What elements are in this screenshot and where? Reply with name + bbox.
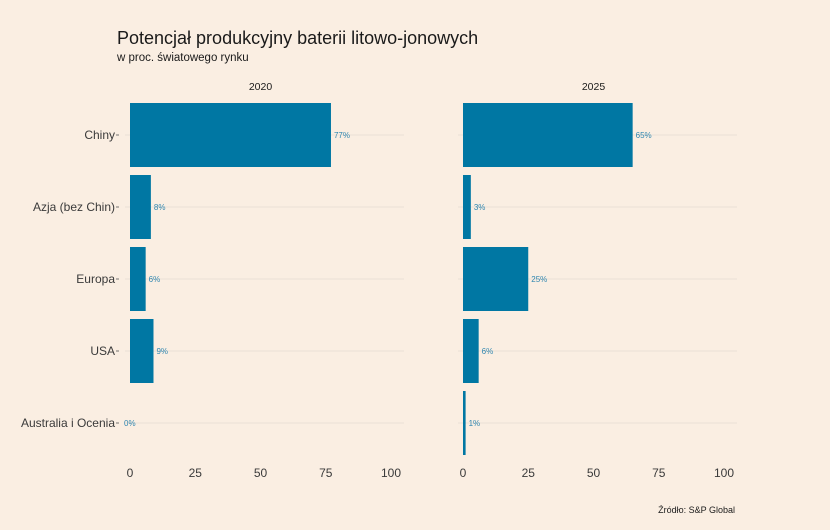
data-label: 25% [531,275,547,284]
bar [130,175,151,239]
facet-label: 2025 [582,81,606,93]
bar [463,319,479,383]
x-tick-label: 0 [127,466,134,480]
category-label: Europa [76,272,115,286]
bar [463,103,633,167]
chart-title: Potencjał produkcyjny baterii litowo-jon… [117,28,478,48]
data-label: 0% [124,419,136,428]
x-tick-label: 50 [254,466,268,480]
bar [463,175,471,239]
data-label: 6% [482,347,494,356]
data-label: 6% [149,275,161,284]
category-label: USA [90,344,115,358]
bar [130,247,146,311]
data-label: 3% [474,203,486,212]
data-label: 77% [334,131,350,140]
bar [130,319,154,383]
bar [130,103,331,167]
data-label: 1% [469,419,481,428]
facet-label: 2020 [249,81,273,93]
x-tick-label: 25 [522,466,536,480]
x-tick-label: 75 [319,466,333,480]
x-tick-label: 100 [714,466,734,480]
x-tick-label: 75 [652,466,666,480]
data-label: 9% [156,347,168,356]
category-label: Chiny [84,128,115,142]
x-tick-label: 50 [587,466,601,480]
bar [463,391,466,455]
source-note: Źródło: S&P Global [658,505,735,515]
chart-subtitle: w proc. światowego rynku [116,52,249,64]
category-label: Azja (bez Chin) [33,200,115,214]
plot-area: Chiny Azja (bez Chin) Europa USA Australia i… [21,81,737,480]
bar [463,247,529,311]
x-tick-label: 0 [460,466,467,480]
data-label: 65% [636,131,652,140]
category-label: Australia i Ocenia [21,416,115,430]
data-label: 8% [154,203,166,212]
x-tick-label: 100 [381,466,401,480]
x-tick-label: 25 [189,466,203,480]
